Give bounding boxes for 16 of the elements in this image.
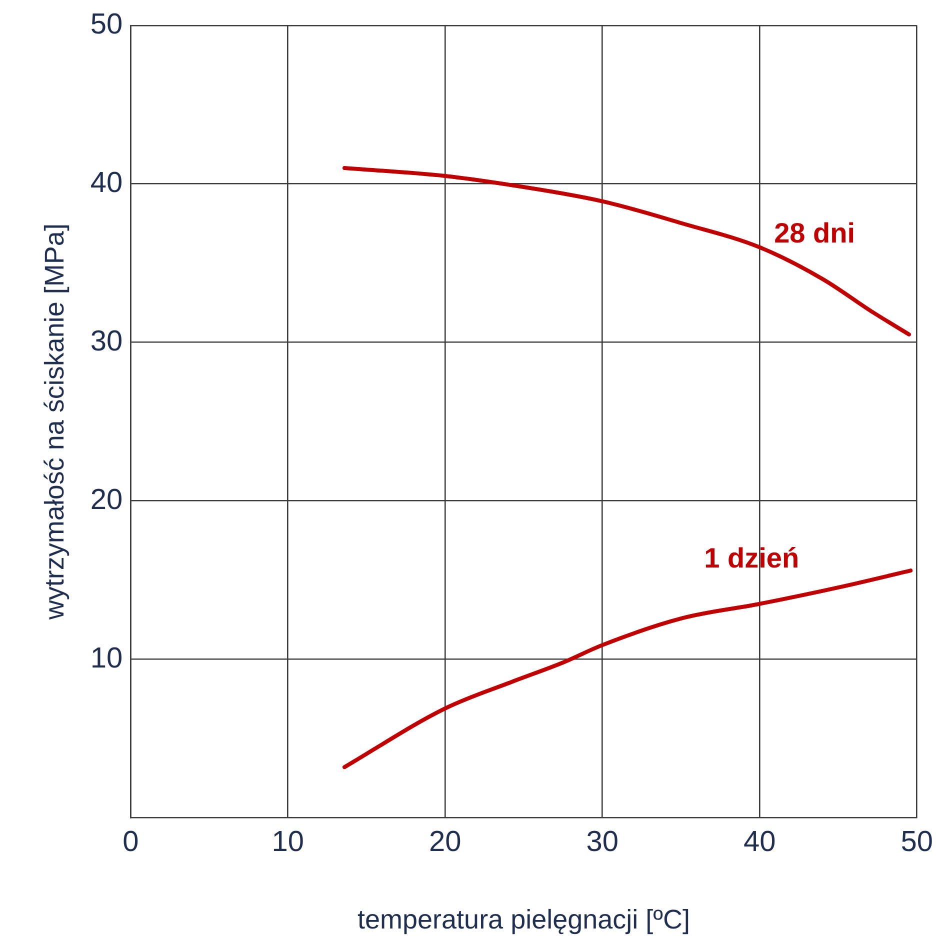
y-axis-title: wytrzymałość na ściskanie [MPa] xyxy=(40,224,70,621)
line-series xyxy=(342,568,913,770)
x-tick-label: 10 xyxy=(272,826,304,858)
y-tick-label: 50 xyxy=(90,8,123,40)
y-tick-label: 20 xyxy=(90,484,123,516)
y-tick-label: 30 xyxy=(90,325,123,358)
y-tick-label: 40 xyxy=(90,166,123,199)
y-tick-label: 10 xyxy=(90,642,123,674)
x-tick-label: 0 xyxy=(122,826,139,858)
x-tick-label: 20 xyxy=(429,826,462,858)
series-label: 28 dni xyxy=(774,218,855,249)
line-series xyxy=(342,166,912,336)
x-tick-label: 30 xyxy=(586,826,619,858)
x-tick-label: 50 xyxy=(900,826,934,858)
x-tick-label: 40 xyxy=(743,826,776,858)
x-axis-title: temperatura pielęgnacji [ºC] xyxy=(358,904,690,934)
